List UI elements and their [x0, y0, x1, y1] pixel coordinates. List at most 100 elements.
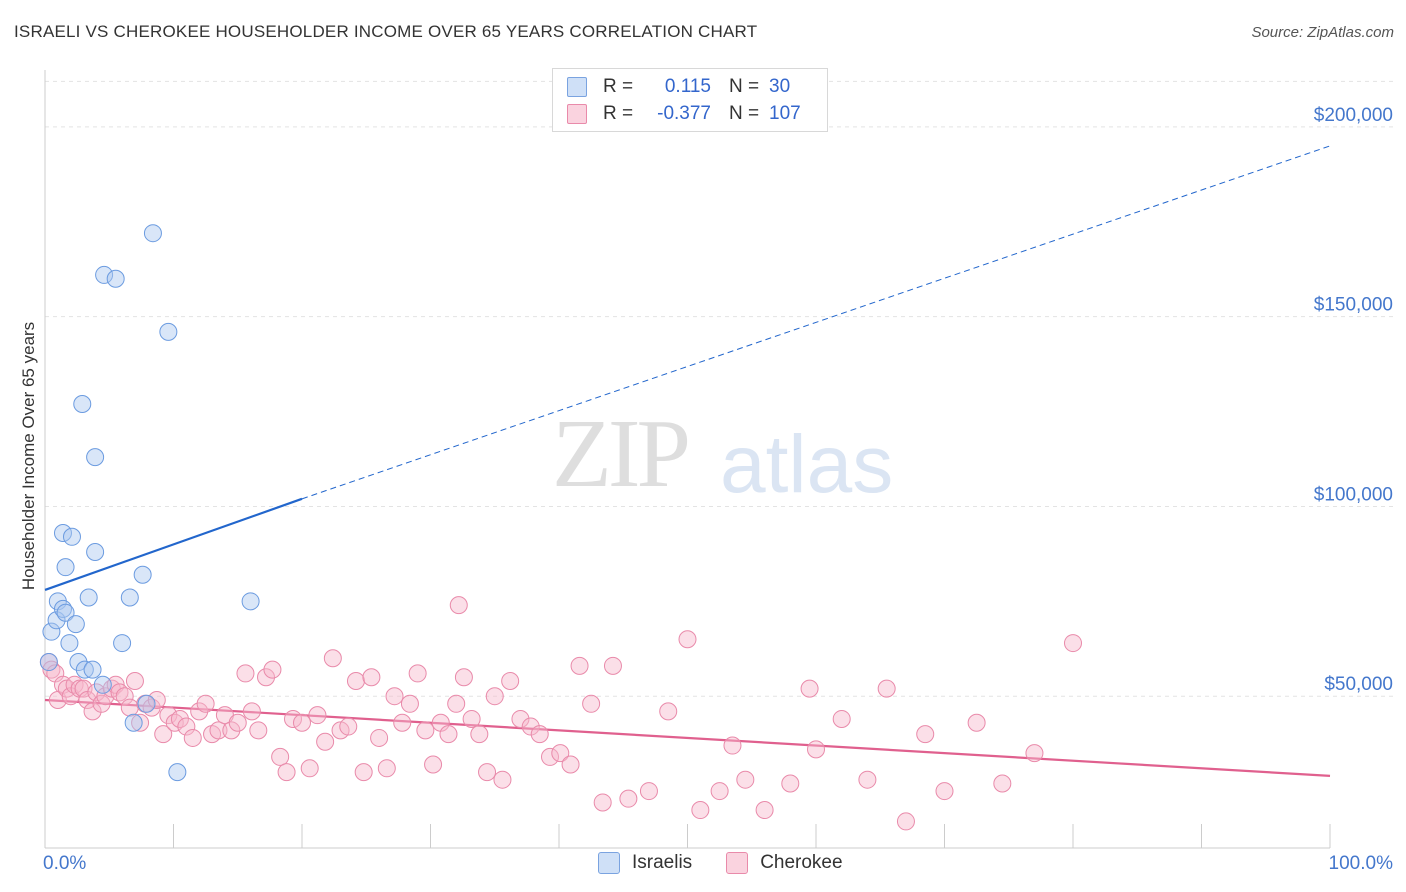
point-cherokee	[154, 725, 173, 744]
point-cherokee	[603, 656, 622, 675]
point-cherokee	[196, 694, 215, 713]
point-cherokee	[916, 725, 935, 744]
point-cherokee	[485, 687, 504, 706]
point-cherokee	[659, 702, 678, 721]
trend-line-cherokee	[44, 698, 1331, 777]
legend-label: Israelis	[632, 852, 693, 873]
point-israelis	[75, 660, 94, 679]
r-value: -0.377	[657, 103, 711, 124]
point-israelis	[47, 611, 66, 630]
point-israelis	[113, 634, 132, 653]
point-cherokee	[131, 713, 150, 732]
point-cherokee	[832, 709, 851, 728]
legend-row-israelis: R = 0.115 N = 30	[567, 74, 790, 100]
point-cherokee	[781, 774, 800, 793]
point-israelis	[60, 634, 79, 653]
point-cherokee	[300, 759, 319, 778]
point-israelis	[73, 394, 92, 413]
point-cherokee	[236, 664, 255, 683]
point-cherokee	[393, 713, 412, 732]
point-cherokee	[385, 687, 404, 706]
point-cherokee	[593, 793, 612, 812]
point-cherokee	[470, 725, 489, 744]
point-cherokee	[691, 801, 710, 820]
point-cherokee	[293, 713, 311, 732]
point-israelis	[93, 675, 112, 694]
point-cherokee	[511, 709, 530, 728]
point-israelis	[133, 565, 152, 584]
point-cherokee	[858, 770, 877, 789]
point-cherokee	[222, 721, 241, 740]
n-label: N =	[729, 103, 760, 124]
point-cherokee	[209, 721, 228, 740]
point-cherokee	[582, 694, 601, 713]
point-cherokee	[678, 630, 697, 649]
point-cherokee	[316, 732, 335, 751]
point-cherokee	[271, 747, 290, 766]
point-cherokee	[561, 755, 580, 774]
point-cherokee	[896, 812, 915, 831]
point-cherokee	[228, 713, 247, 732]
cherokee-swatch	[567, 104, 587, 124]
israelis-swatch	[567, 77, 587, 97]
r-label: R =	[603, 76, 634, 97]
r-value: 0.115	[664, 76, 711, 97]
point-israelis	[66, 615, 85, 634]
chart-title: ISRAELI VS CHEROKEE HOUSEHOLDER INCOME O…	[14, 22, 758, 41]
point-cherokee	[96, 687, 115, 706]
point-israelis	[83, 660, 102, 679]
point-cherokee	[115, 687, 134, 706]
point-cherokee	[454, 668, 473, 687]
point-cherokee	[935, 782, 954, 801]
point-cherokee	[87, 683, 106, 702]
point-israelis	[124, 713, 143, 732]
point-israelis	[106, 269, 125, 288]
point-cherokee	[249, 721, 268, 740]
point-cherokee	[257, 668, 276, 687]
point-cherokee	[639, 782, 658, 801]
point-israelis	[95, 265, 114, 284]
point-cherokee	[377, 759, 396, 778]
y-tick-label: $150,000	[1314, 295, 1393, 316]
point-israelis	[69, 653, 88, 672]
point-cherokee	[242, 702, 261, 721]
point-israelis	[56, 603, 75, 622]
point-cherokee	[190, 702, 209, 721]
point-cherokee	[308, 706, 327, 725]
point-israelis	[120, 588, 139, 607]
point-israelis	[86, 448, 105, 467]
trend-line-israelis	[44, 497, 303, 591]
israelis-swatch	[598, 852, 620, 874]
point-israelis	[42, 622, 61, 641]
data-points	[39, 224, 1082, 831]
point-cherokee	[541, 747, 560, 766]
point-cherokee	[177, 717, 196, 736]
point-cherokee	[1064, 634, 1082, 653]
point-cherokee	[877, 679, 896, 698]
point-cherokee	[263, 660, 282, 679]
n-value: 30	[769, 76, 791, 97]
point-cherokee	[967, 713, 986, 732]
series-legend: Israelis Cherokee	[598, 852, 877, 874]
point-israelis	[241, 592, 260, 611]
trend-lines	[44, 145, 1331, 777]
point-cherokee	[170, 709, 189, 728]
point-cherokee	[346, 672, 365, 691]
watermark-atlas: atlas	[720, 419, 894, 510]
point-israelis	[39, 653, 58, 672]
cherokee-swatch	[726, 852, 749, 874]
point-israelis	[86, 542, 105, 561]
point-cherokee	[736, 770, 755, 789]
point-cherokee	[570, 656, 589, 675]
point-cherokee	[619, 789, 638, 808]
n-label: N =	[729, 76, 760, 97]
point-israelis	[56, 558, 75, 577]
trend-extension-israelis	[301, 145, 1331, 500]
point-cherokee	[83, 702, 102, 721]
point-cherokee	[493, 770, 512, 789]
y-tick-labels: $50,000 $100,000 $150,000 $200,000	[1314, 105, 1393, 695]
y-tick-label: $200,000	[1314, 105, 1393, 126]
point-cherokee	[439, 725, 458, 744]
point-cherokee	[710, 782, 729, 801]
